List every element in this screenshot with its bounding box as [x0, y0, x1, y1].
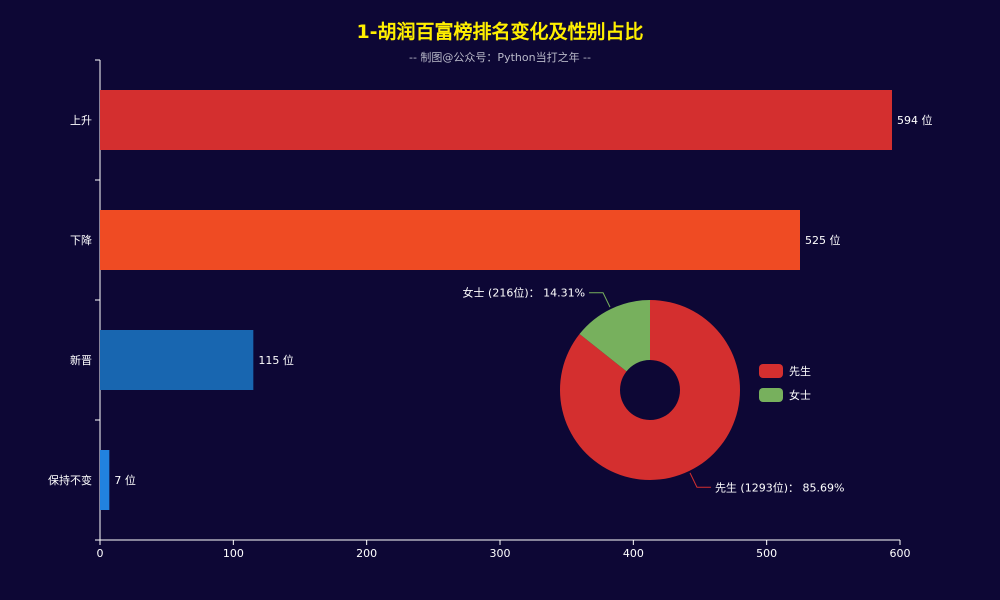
bar[interactable] [100, 450, 110, 510]
y-tick-label: 上升 [70, 114, 92, 127]
x-tick-label: 400 [623, 547, 644, 560]
bar-value-label: 115 位 [258, 353, 294, 367]
legend-swatch[interactable] [759, 364, 783, 378]
y-tick-label: 下降 [70, 233, 92, 247]
x-tick-label: 300 [490, 547, 511, 560]
x-tick-label: 100 [223, 547, 244, 560]
bar-chart: 0 100 200 300 400 500 600 上升 594 位下降 525 位新晋 115 位… [48, 59, 933, 560]
bar[interactable] [100, 90, 892, 150]
chart-subtitle: -- 制图@公众号：Python当打之年 -- [409, 50, 591, 64]
legend-label[interactable]: 女士 [789, 388, 811, 402]
donut-slice[interactable] [579, 300, 650, 372]
x-tick-label: 500 [756, 547, 777, 560]
chart-title: 1-胡润百富榜排名变化及性别占比 [356, 20, 643, 43]
donut-slice[interactable] [560, 300, 741, 480]
y-tick-label: 保持不变 [48, 473, 92, 487]
bar-value-label: 7 位 [114, 473, 136, 487]
slice-leader-line [689, 472, 711, 488]
slice-label: 先生 (1293位)： 85.69% [715, 480, 845, 494]
legend-swatch[interactable] [759, 388, 783, 402]
legend-label[interactable]: 先生 [789, 364, 811, 378]
x-tick-label: 0 [97, 547, 104, 560]
x-tick-label: 600 [890, 547, 911, 560]
x-tick-label: 200 [356, 547, 377, 560]
bar[interactable] [100, 210, 800, 270]
y-tick-label: 新晋 [70, 353, 92, 367]
slice-label: 女士 (216位)： 14.31% [463, 286, 586, 300]
bar-value-label: 525 位 [805, 233, 841, 247]
bar-value-label: 594 位 [897, 113, 933, 127]
bar[interactable] [100, 330, 254, 390]
slice-leader-line [589, 292, 611, 308]
